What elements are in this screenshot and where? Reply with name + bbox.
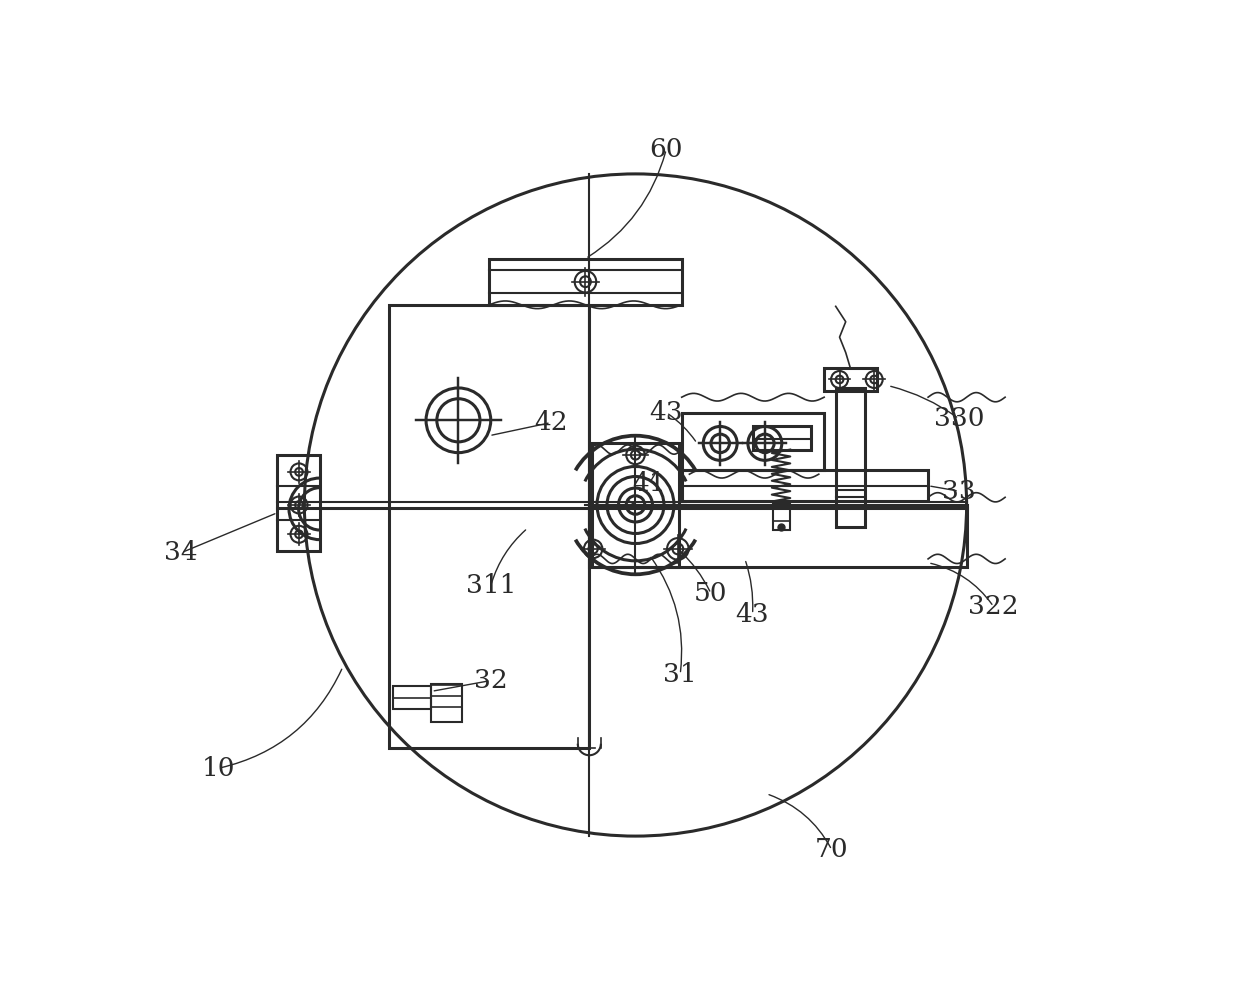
Text: 322: 322 <box>968 594 1019 619</box>
Text: 42: 42 <box>534 410 568 435</box>
Bar <box>836 388 866 527</box>
Bar <box>773 503 790 530</box>
Text: 43: 43 <box>735 602 769 627</box>
Bar <box>682 413 825 470</box>
Bar <box>682 470 928 501</box>
Bar <box>432 684 463 722</box>
Text: 10: 10 <box>201 756 234 781</box>
Text: 60: 60 <box>650 137 683 162</box>
Text: 330: 330 <box>934 406 985 431</box>
Text: 41: 41 <box>632 471 666 496</box>
Text: 32: 32 <box>474 668 507 693</box>
Bar <box>393 686 432 709</box>
Bar <box>589 505 967 567</box>
Bar <box>389 305 589 748</box>
Text: 50: 50 <box>694 581 728 606</box>
Text: 33: 33 <box>942 479 976 504</box>
Text: 311: 311 <box>465 573 516 598</box>
Text: 31: 31 <box>663 662 697 687</box>
Bar <box>278 455 320 551</box>
Bar <box>825 368 877 391</box>
Bar <box>591 443 680 567</box>
Bar <box>753 426 811 450</box>
Text: 43: 43 <box>650 400 683 425</box>
Text: 70: 70 <box>815 837 848 862</box>
Bar <box>490 259 682 305</box>
Text: 34: 34 <box>165 540 198 565</box>
